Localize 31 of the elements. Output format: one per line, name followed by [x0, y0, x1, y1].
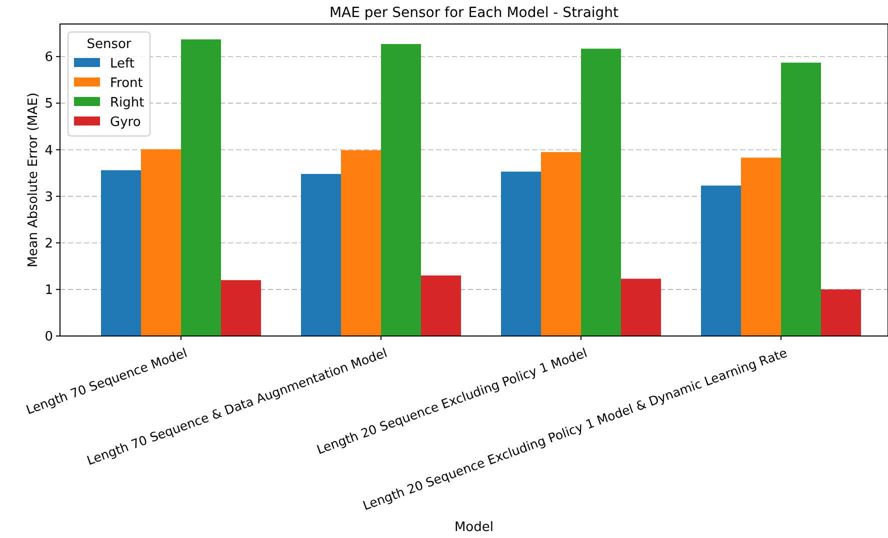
bar — [621, 278, 661, 336]
y-tick-label: 0 — [44, 330, 53, 345]
y-tick-label: 5 — [44, 96, 53, 112]
legend-label: Gyro — [110, 115, 141, 130]
bar — [821, 289, 861, 336]
y-tick-label: 4 — [44, 143, 53, 158]
bar — [781, 62, 821, 336]
bar — [341, 150, 381, 336]
legend-title: Sensor — [86, 37, 132, 52]
bar — [501, 172, 541, 336]
bar — [381, 44, 421, 336]
x-axis-title: Model — [454, 520, 494, 535]
y-axis-title: Mean Absolute Error (MAE) — [26, 92, 41, 268]
y-tick-label: 2 — [44, 236, 53, 252]
bar — [141, 149, 181, 336]
bar — [221, 280, 261, 336]
chart-title: MAE per Sensor for Each Model - Straight — [329, 5, 620, 21]
legend-label: Right — [110, 96, 144, 111]
legend-label: Front — [110, 76, 143, 92]
y-tick-label: 1 — [44, 282, 53, 298]
bar — [181, 39, 221, 336]
y-tick-label: 3 — [44, 190, 53, 205]
bar — [581, 48, 621, 336]
y-tick-label: 6 — [44, 50, 53, 66]
bar — [701, 186, 741, 336]
legend-label: Left — [110, 56, 134, 72]
bar — [741, 158, 781, 336]
bar — [301, 174, 341, 336]
bar — [421, 275, 461, 336]
bar — [101, 170, 141, 336]
bar — [541, 152, 581, 336]
